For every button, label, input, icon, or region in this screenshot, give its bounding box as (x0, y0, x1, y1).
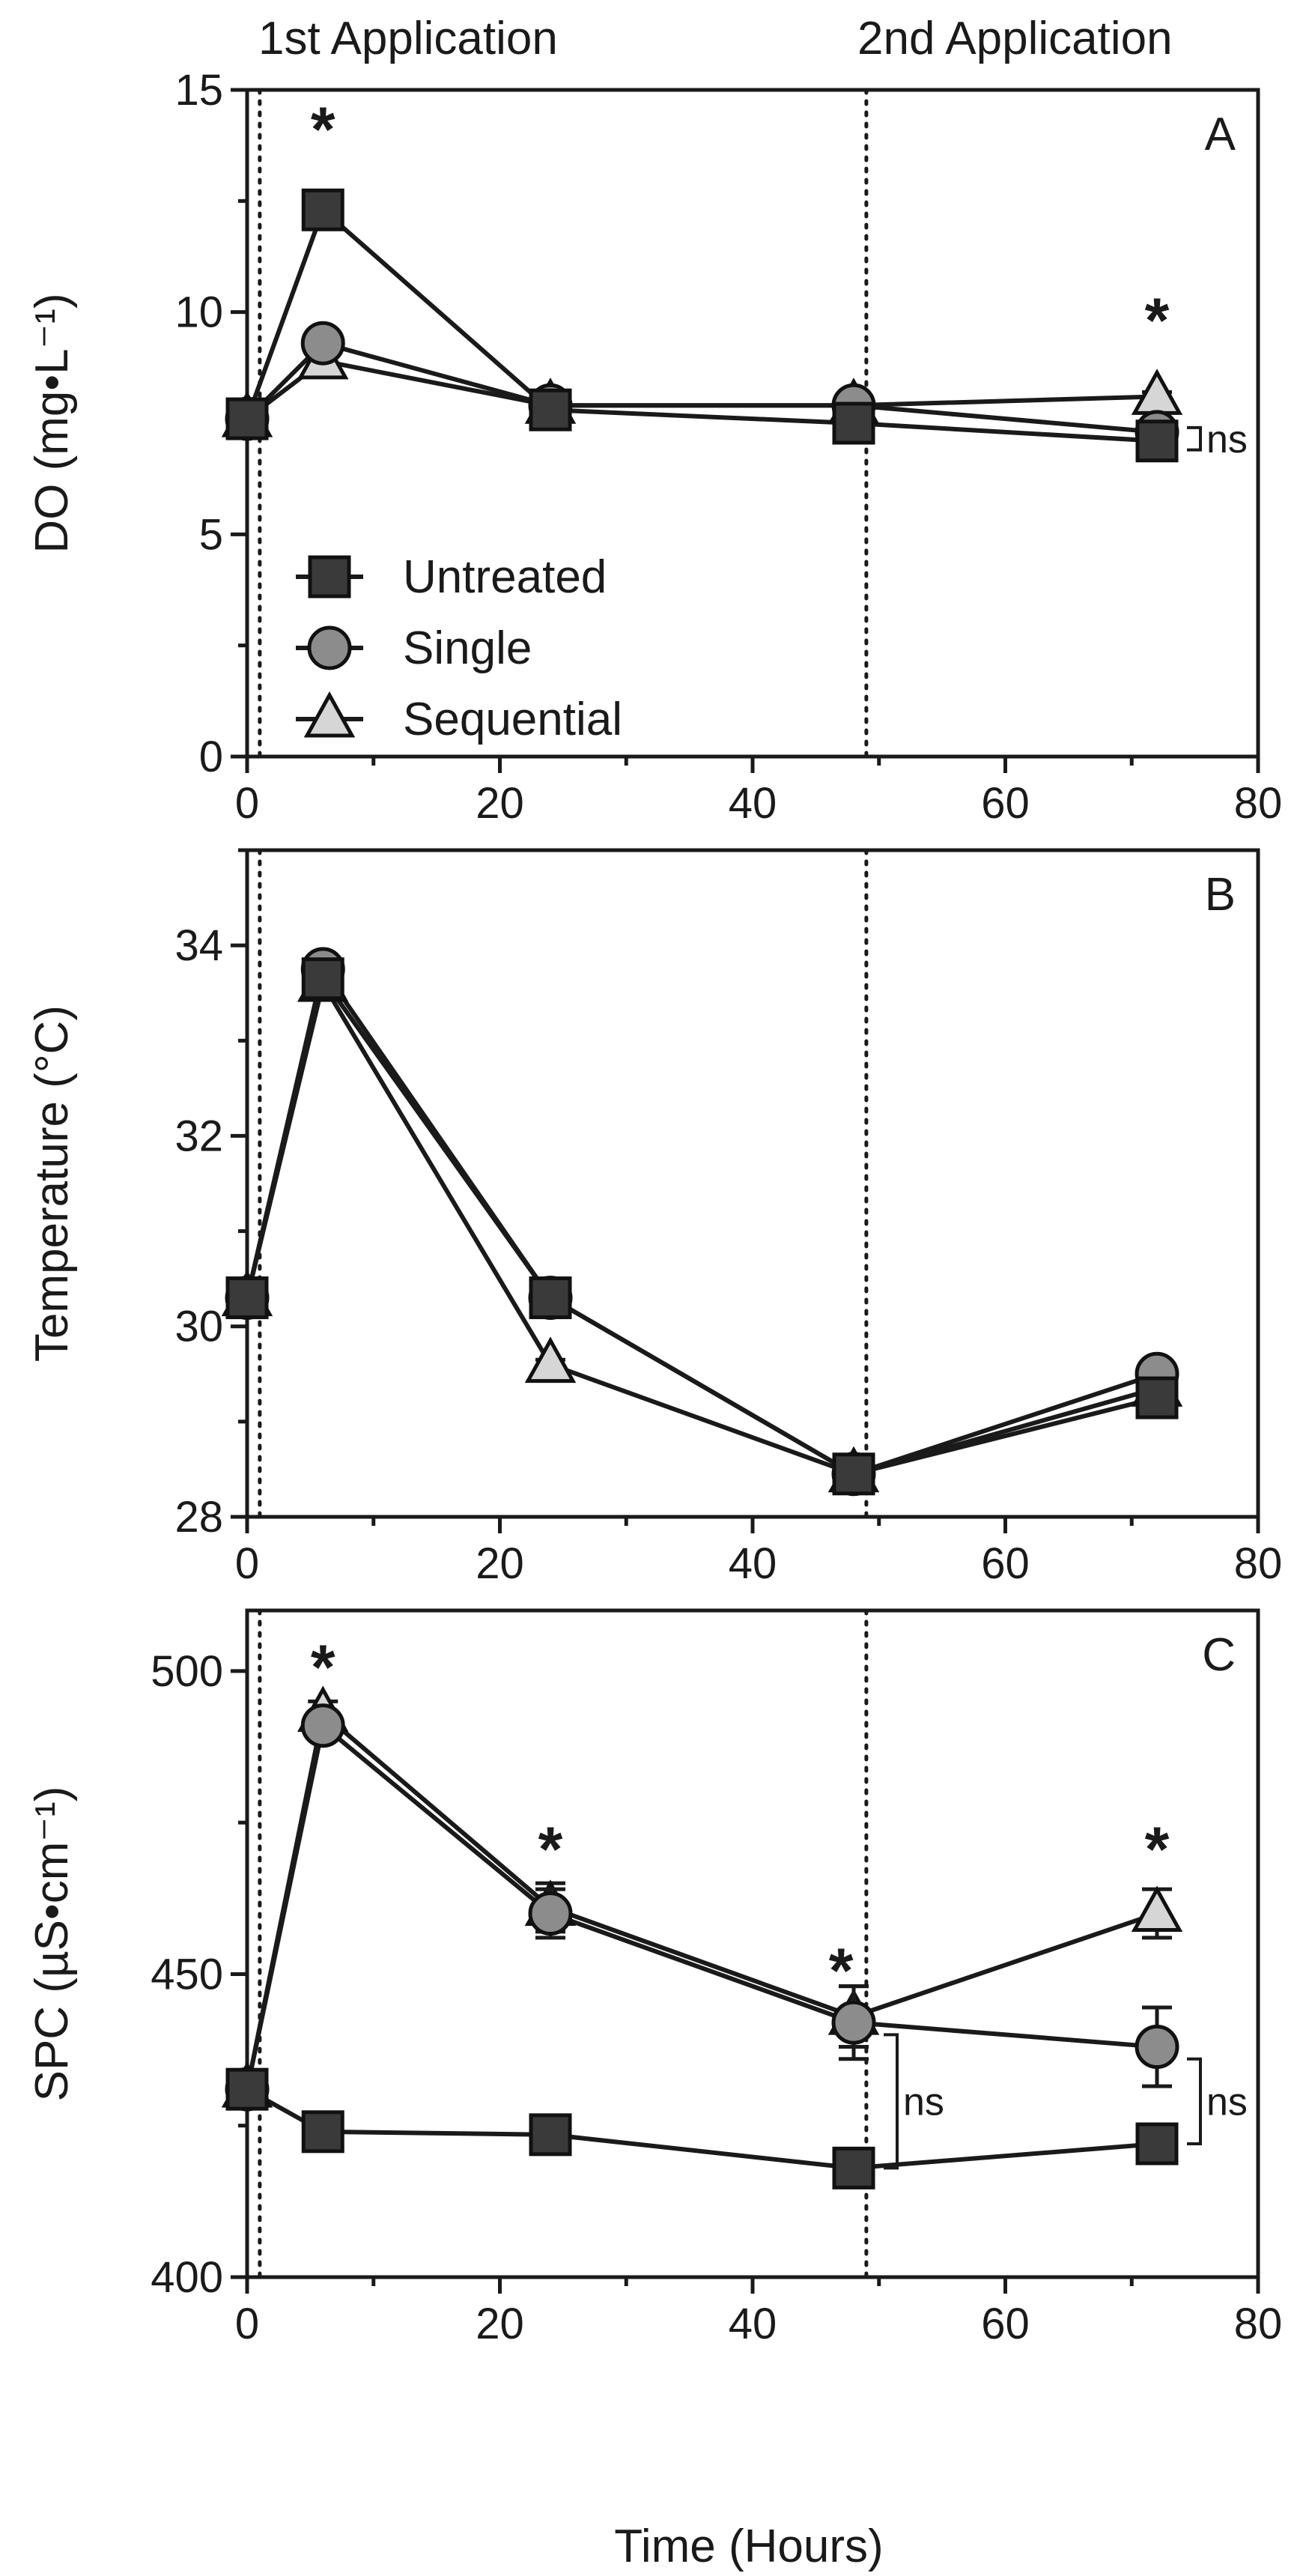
data-point-untreated (832, 1452, 875, 1496)
y-axis-title-a: DO (mg•L⁻¹) (26, 293, 78, 553)
data-point-untreated (301, 2110, 344, 2154)
legend-label: Single (403, 622, 532, 674)
panel-letter-a: A (1205, 109, 1236, 160)
ns-bracket (884, 2033, 899, 2170)
y-tick-label: 5 (199, 510, 223, 559)
x-tick-label: 40 (729, 1539, 777, 1588)
panel-b: 28 30 32 34 0 20 40 60 80 Temperature (°C) B (26, 848, 1283, 1588)
significance-star: * (1145, 285, 1170, 356)
first-application-label: 1st Application (258, 13, 558, 64)
x-tick-label: 40 (729, 779, 777, 828)
data-point-untreated (1135, 419, 1179, 463)
legend-marker (303, 691, 356, 738)
y-axis-title-b: Temperature (°C) (26, 1005, 78, 1362)
series-line-single (245, 1723, 1158, 2090)
series-line-sequential (245, 1711, 1158, 2090)
data-point-untreated (225, 2067, 269, 2111)
panel-frame-a (245, 88, 1260, 759)
x-tick-label: 20 (476, 2300, 524, 2348)
x-tick-label: 0 (235, 2300, 259, 2348)
data-point-single (300, 321, 345, 366)
significance-star: * (538, 1813, 563, 1884)
legend-label: Untreated (403, 551, 607, 603)
ns-label: ns (1206, 418, 1248, 461)
y-tick-label: 0 (199, 733, 223, 781)
y-axis-title-c: SPC (µS•cm⁻¹) (26, 1786, 78, 2102)
panel-letter-c: C (1202, 1629, 1236, 1681)
panel-letter-b: B (1205, 869, 1236, 921)
data-point-untreated (225, 397, 269, 440)
x-tick-label: 20 (476, 779, 524, 828)
significance-star: * (311, 94, 335, 165)
x-axis-title: Time (Hours) (614, 2521, 883, 2572)
panel-a: 0 5 10 15 0 20 40 60 80 DO (mg•L⁻¹) A * * ns Untreated… (26, 66, 1282, 828)
legend-marker (307, 625, 352, 670)
data-point-sequential (524, 1336, 577, 1384)
series-line-sequential (246, 358, 1158, 421)
series-line-single (245, 966, 1158, 1476)
data-point-untreated (1135, 2122, 1179, 2166)
x-tick-label: 60 (981, 779, 1030, 828)
data-point-untreated (832, 401, 875, 445)
series-line-untreated (246, 2087, 1158, 2171)
y-tick-label: 34 (174, 921, 223, 970)
panel-frame-c (245, 1608, 1260, 2279)
y-tick-label: 500 (151, 1647, 223, 1696)
y-tick-label: 30 (174, 1303, 223, 1351)
data-point-untreated (1135, 1376, 1179, 1419)
ns-bracket (1187, 2057, 1202, 2145)
data-point-untreated (301, 957, 344, 1001)
second-application-label: 2nd Application (857, 13, 1173, 64)
significance-star: * (1145, 1813, 1170, 1884)
y-tick-label: 15 (174, 66, 223, 115)
ns-label: ns (903, 2080, 944, 2124)
x-tick-label: 60 (981, 1539, 1030, 1588)
y-tick-label: 28 (174, 1493, 223, 1542)
x-tick-label: 20 (476, 1539, 524, 1588)
ns-label: ns (1206, 2080, 1248, 2124)
x-tick-label: 80 (1234, 1539, 1283, 1588)
y-tick-label: 450 (151, 1950, 223, 1998)
legend-label: Sequential (403, 694, 622, 745)
x-tick-label: 80 (1234, 2300, 1283, 2348)
data-point-untreated (301, 188, 344, 231)
data-point-untreated (225, 1276, 269, 1320)
y-tick-label: 10 (174, 288, 223, 337)
y-tick-label: 32 (174, 1112, 223, 1160)
data-point-untreated (529, 1276, 572, 1320)
legend-marker (308, 555, 351, 598)
data-point-untreated (832, 2146, 875, 2189)
data-point-sequential (1131, 1885, 1183, 1933)
data-point-untreated (529, 388, 572, 431)
data-point-single (300, 1703, 345, 1748)
significance-star: * (829, 1935, 854, 2005)
y-tick-label: 400 (151, 2253, 223, 2302)
data-point-single (1135, 2025, 1179, 2070)
data-point-single (528, 1891, 573, 1936)
panel-c: 400 450 500 0 20 40 60 80 SPC (µS•cm⁻¹) C * * * * ns ns (26, 1608, 1283, 2348)
data-point-untreated (529, 2113, 572, 2157)
x-tick-label: 40 (729, 2300, 777, 2348)
x-tick-label: 0 (235, 1539, 259, 1588)
data-point-single (831, 2000, 876, 2045)
x-tick-label: 0 (235, 779, 259, 828)
x-tick-label: 60 (981, 2300, 1030, 2348)
ns-bracket (1187, 425, 1202, 452)
x-tick-label: 80 (1234, 779, 1283, 828)
significance-star: * (311, 1632, 335, 1703)
data-point-sequential (1131, 369, 1183, 415)
